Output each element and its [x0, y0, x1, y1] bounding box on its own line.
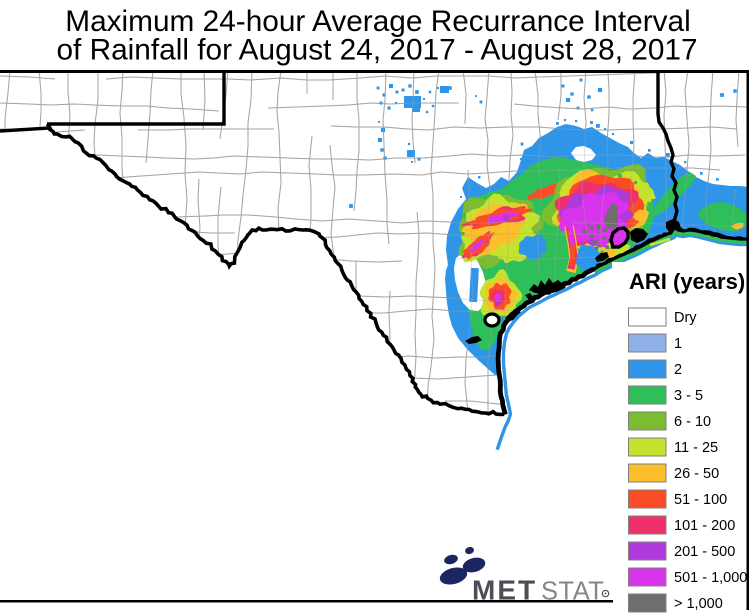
svg-text:6 - 10: 6 - 10 [674, 414, 711, 430]
svg-text:> 1,000: > 1,000 [674, 596, 723, 612]
svg-text:26 - 50: 26 - 50 [674, 466, 719, 482]
svg-text:501 - 1,000: 501 - 1,000 [674, 570, 747, 586]
svg-text:Dry: Dry [674, 310, 697, 326]
svg-text:3 - 5: 3 - 5 [674, 388, 703, 404]
svg-text:of Rainfall for August 24, 201: of Rainfall for August 24, 2017 - August… [56, 34, 697, 67]
svg-text:STAT: STAT [541, 578, 604, 606]
svg-text:ARI (years): ARI (years) [629, 269, 745, 294]
svg-text:MET: MET [472, 575, 537, 606]
svg-text:51 - 100: 51 - 100 [674, 492, 727, 508]
svg-text:101 - 200: 101 - 200 [674, 518, 735, 534]
svg-text:1: 1 [674, 336, 682, 352]
svg-text:201 - 500: 201 - 500 [674, 544, 735, 560]
svg-text:2: 2 [674, 362, 682, 378]
svg-text:11 - 25: 11 - 25 [674, 440, 718, 456]
svg-text:Maximum 24-hour Average Recurr: Maximum 24-hour Average Recurrance Inter… [65, 5, 690, 38]
